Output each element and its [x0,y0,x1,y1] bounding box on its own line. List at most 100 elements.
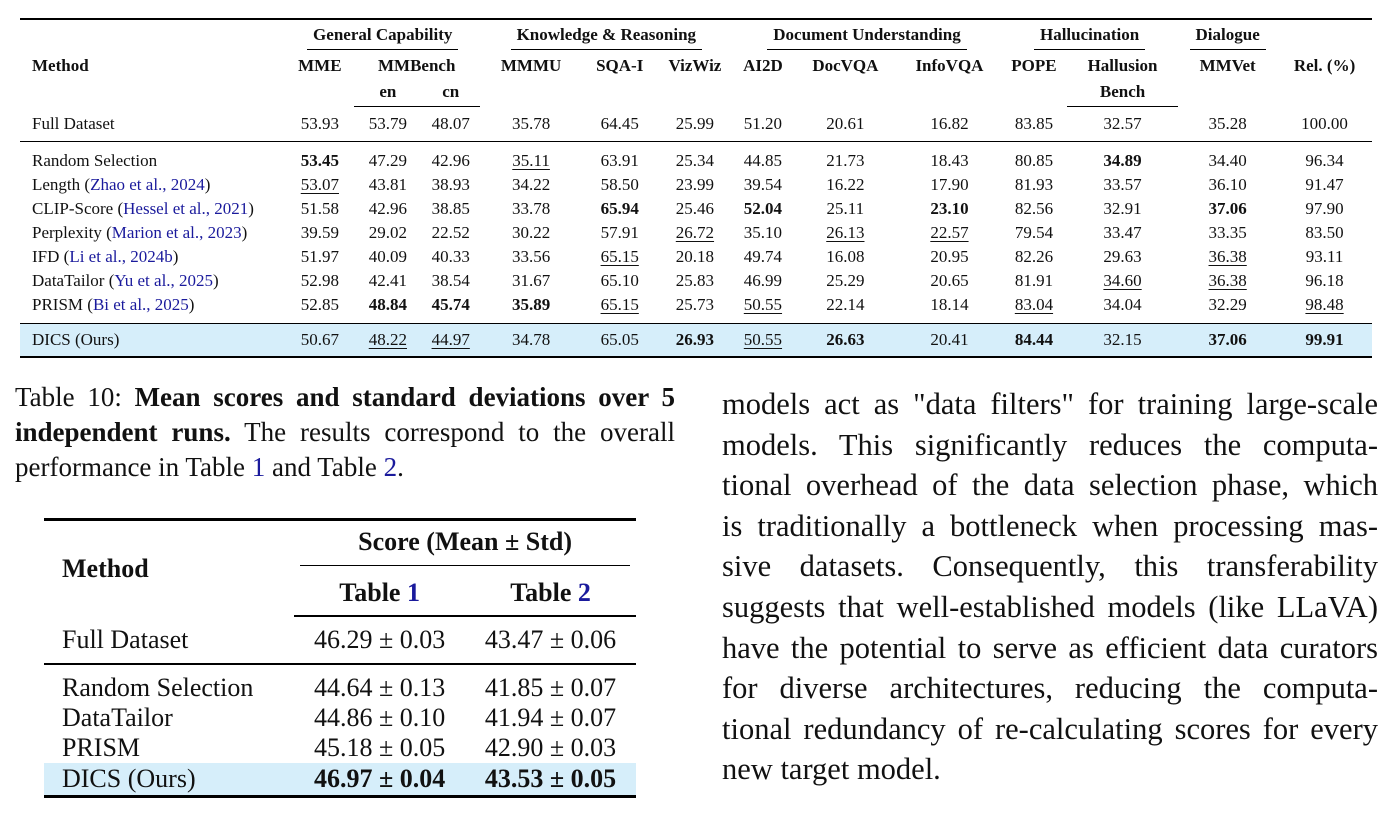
text-line: tional redundancy of re-calculating scor… [722,711,1378,746]
col-header-vizwiz: VizWiz [668,56,722,75]
value-cell: 34.60 [1103,271,1142,290]
value-cell: 16.22 [826,175,865,194]
table-ref-link[interactable]: 2 [577,578,591,607]
method-cell: PRISM (Bi et al., 2025) [20,293,286,324]
value-cell: 38.85 [431,199,470,218]
value-cell: 26.93 [656,323,734,358]
table-row-datatailor: DataTailor (Yu et al., 2025) 52.98 42.41… [20,269,1372,293]
value-cell: 79.54 [1014,223,1054,242]
value-cell: 49.74 [743,247,783,266]
value-cell: 35.10 [743,223,783,242]
table-row-ours: DICS (Ours) 50.67 48.22 44.97 34.78 65.0… [20,323,1372,358]
col-header-mme: MME [298,56,342,75]
value-cell: 36.38 [1208,247,1247,266]
value-cell: 33.78 [511,199,551,218]
value-cell: 25.11 [826,199,865,218]
table-row-full-dataset: Full Dataset 46.29 ± 0.03 43.47 ± 0.06 [44,616,636,665]
value-cell: 25.73 [656,293,734,324]
value-cell: 96.18 [1305,271,1344,290]
value-cell: 33.57 [1103,175,1142,194]
value-cell: 32.15 [1066,323,1179,358]
method-header: Method [32,56,89,75]
citation-link[interactable]: Yu et al., 2025 [114,271,214,290]
method-cell: DataTailor [62,703,173,732]
value-cell: 20.65 [930,271,969,290]
value-cell: 20.95 [930,247,969,266]
table-ref-link[interactable]: 1 [406,578,420,607]
value-cell: 53.45 [300,151,339,170]
value-cell: 34.40 [1208,151,1247,170]
text-line: sive datasets. Consequently, this transf… [722,549,1378,584]
value-cell: 48.84 [353,293,422,324]
value-cell: 22.52 [431,223,470,242]
value-cell: 17.90 [930,175,969,194]
value-cell: 18.43 [930,151,969,170]
value-cell: 100.00 [1277,106,1372,142]
citation-link[interactable]: Zhao et al., 2024 [90,175,205,194]
value-cell: 99.91 [1277,323,1372,358]
value-cell: 50.55 [733,293,793,324]
group-header-score: Score (Mean ± Std) [294,518,636,571]
col-header-pope: POPE [1011,56,1057,75]
value-cell: 42.96 [431,151,470,170]
value-cell: 83.04 [1000,293,1067,324]
table-ref-link[interactable]: 1 [251,452,266,482]
value-cell: 38.93 [431,175,470,194]
value-cell: 51.58 [300,199,339,218]
value-cell: 31.67 [511,271,551,290]
value-cell: 53.79 [353,106,422,142]
value-cell: 80.85 [1014,151,1054,170]
col-header-ai2d: AI2D [743,56,783,75]
value-cell: 26.13 [826,223,865,242]
body-paragraph: models act as "data filters" for trainin… [722,384,1378,790]
text-line: models. This significantly reduces the c… [722,427,1378,462]
value-cell: 35.78 [479,106,583,142]
citation-link[interactable]: Hessel et al., 2021 [123,199,249,218]
table-row-random-selection: Random Selection 53.45 47.29 42.96 35.11… [20,142,1372,174]
citation-link[interactable]: Li et al., 2024b [69,247,173,266]
value-cell: 81.91 [1014,271,1054,290]
citation-link[interactable]: Marion et al., 2023 [111,223,242,242]
mean-std-table: Method Score (Mean ± Std) Table 1 Table … [44,518,636,798]
value-cell: 33.47 [1103,223,1142,242]
value-cell: 43.47 ± 0.06 [465,616,636,665]
col-header-sqai: SQA-I [596,56,644,75]
value-cell: 25.46 [675,199,715,218]
value-cell: 98.48 [1277,293,1372,324]
value-cell: 46.97 ± 0.04 [294,763,466,798]
table-row-random-selection: Random Selection 44.64 ± 0.13 41.85 ± 0.… [44,664,636,703]
value-cell: 37.06 [1208,199,1247,218]
value-cell: 32.29 [1178,293,1278,324]
group-header-general: General Capability [285,18,480,54]
value-cell: 20.18 [675,247,715,266]
value-cell: 82.56 [1014,199,1054,218]
value-cell: 30.22 [511,223,551,242]
value-cell: 18.14 [897,293,1001,324]
value-cell: 84.44 [1000,323,1067,358]
value-cell: 93.11 [1305,247,1344,266]
table-ref-link[interactable]: 2 [383,452,398,482]
method-cell: PRISM [62,733,141,762]
value-cell: 63.91 [600,151,639,170]
value-cell: 91.47 [1305,175,1344,194]
citation-link[interactable]: Bi et al., 2025 [92,295,189,314]
value-cell: 83.85 [1000,106,1067,142]
value-cell: 25.29 [826,271,865,290]
group-header-knowledge: Knowledge & Reasoning [479,18,734,54]
value-cell: 41.85 ± 0.07 [484,673,617,702]
results-table: General Capability Knowledge & Reasoning… [20,18,1372,358]
value-cell: 44.64 ± 0.13 [313,673,446,702]
table-row-full-dataset: Full Dataset 53.93 53.79 48.07 35.78 64.… [20,106,1372,142]
value-cell: 65.94 [600,199,639,218]
method-cell: Perplexity (Marion et al., 2023) [32,223,248,242]
value-cell: 21.73 [826,151,865,170]
value-cell: 26.72 [675,223,715,242]
group-header-hallucination: Hallucination [1000,18,1179,54]
col-header-mmbench: MMBench [377,56,456,75]
table-row-clip-score: CLIP-Score (Hessel et al., 2021) 51.58 4… [20,197,1372,221]
value-cell: 51.20 [733,106,793,142]
value-cell: 50.67 [285,323,354,358]
col-header-rel: Rel. (%) [1293,56,1356,75]
value-cell: 20.61 [792,106,898,142]
group-header-document: Document Understanding [733,18,1001,54]
